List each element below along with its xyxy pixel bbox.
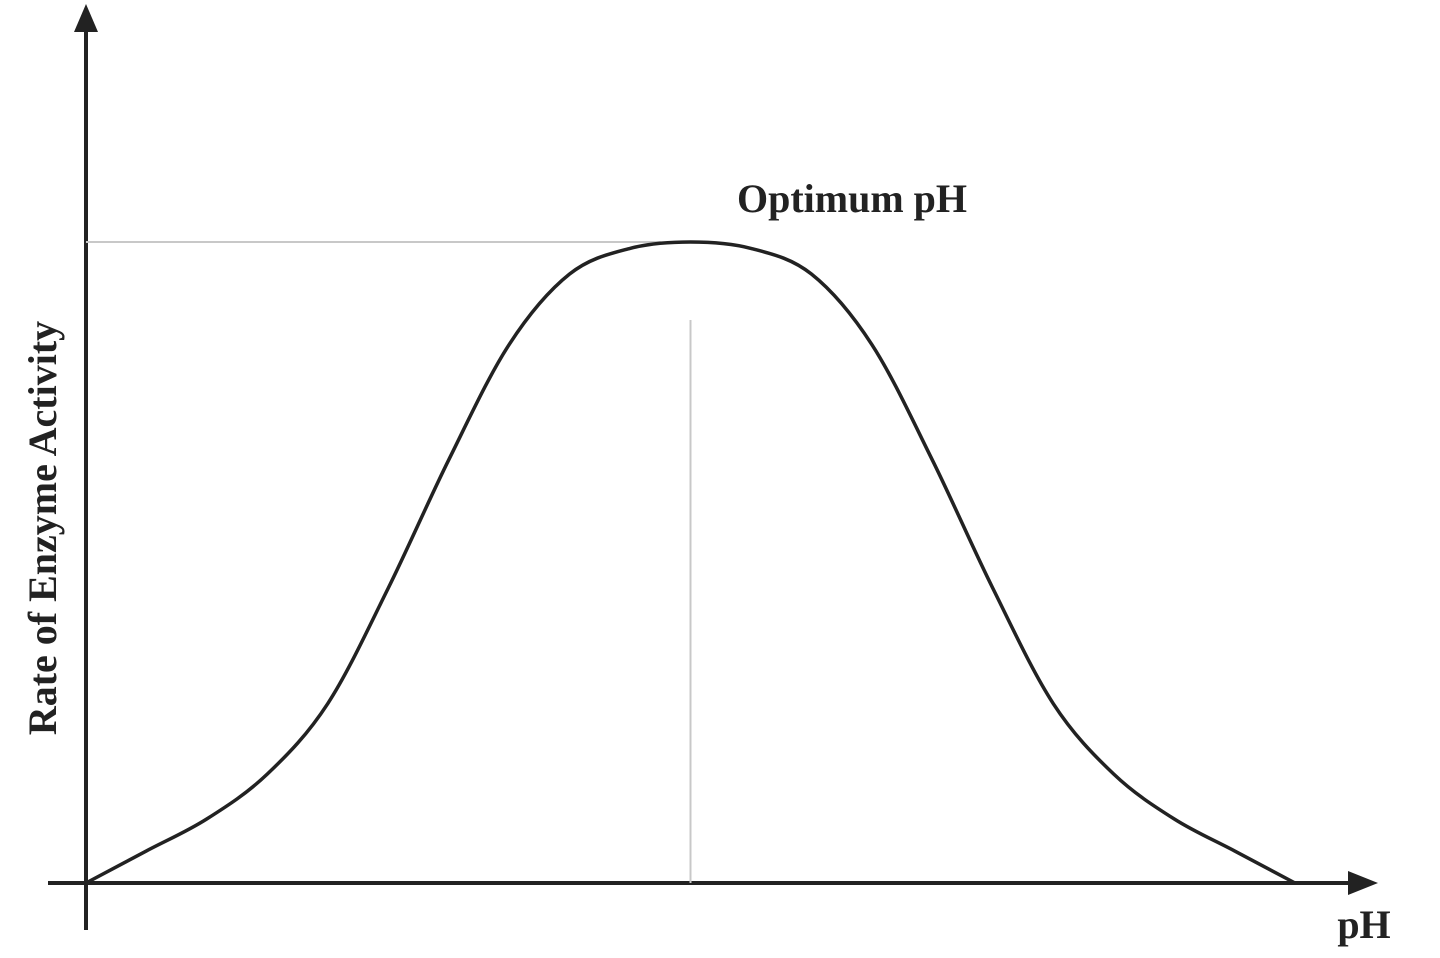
y-axis-arrow xyxy=(74,4,98,32)
x-axis-arrow xyxy=(1348,871,1378,895)
x-axis-label: pH xyxy=(1337,902,1390,947)
enzyme-activity-curve xyxy=(85,240,1296,885)
optimum-ph-annotation: Optimum pH xyxy=(737,176,967,221)
y-axis-label: Rate of Enzyme Activity xyxy=(20,321,65,735)
